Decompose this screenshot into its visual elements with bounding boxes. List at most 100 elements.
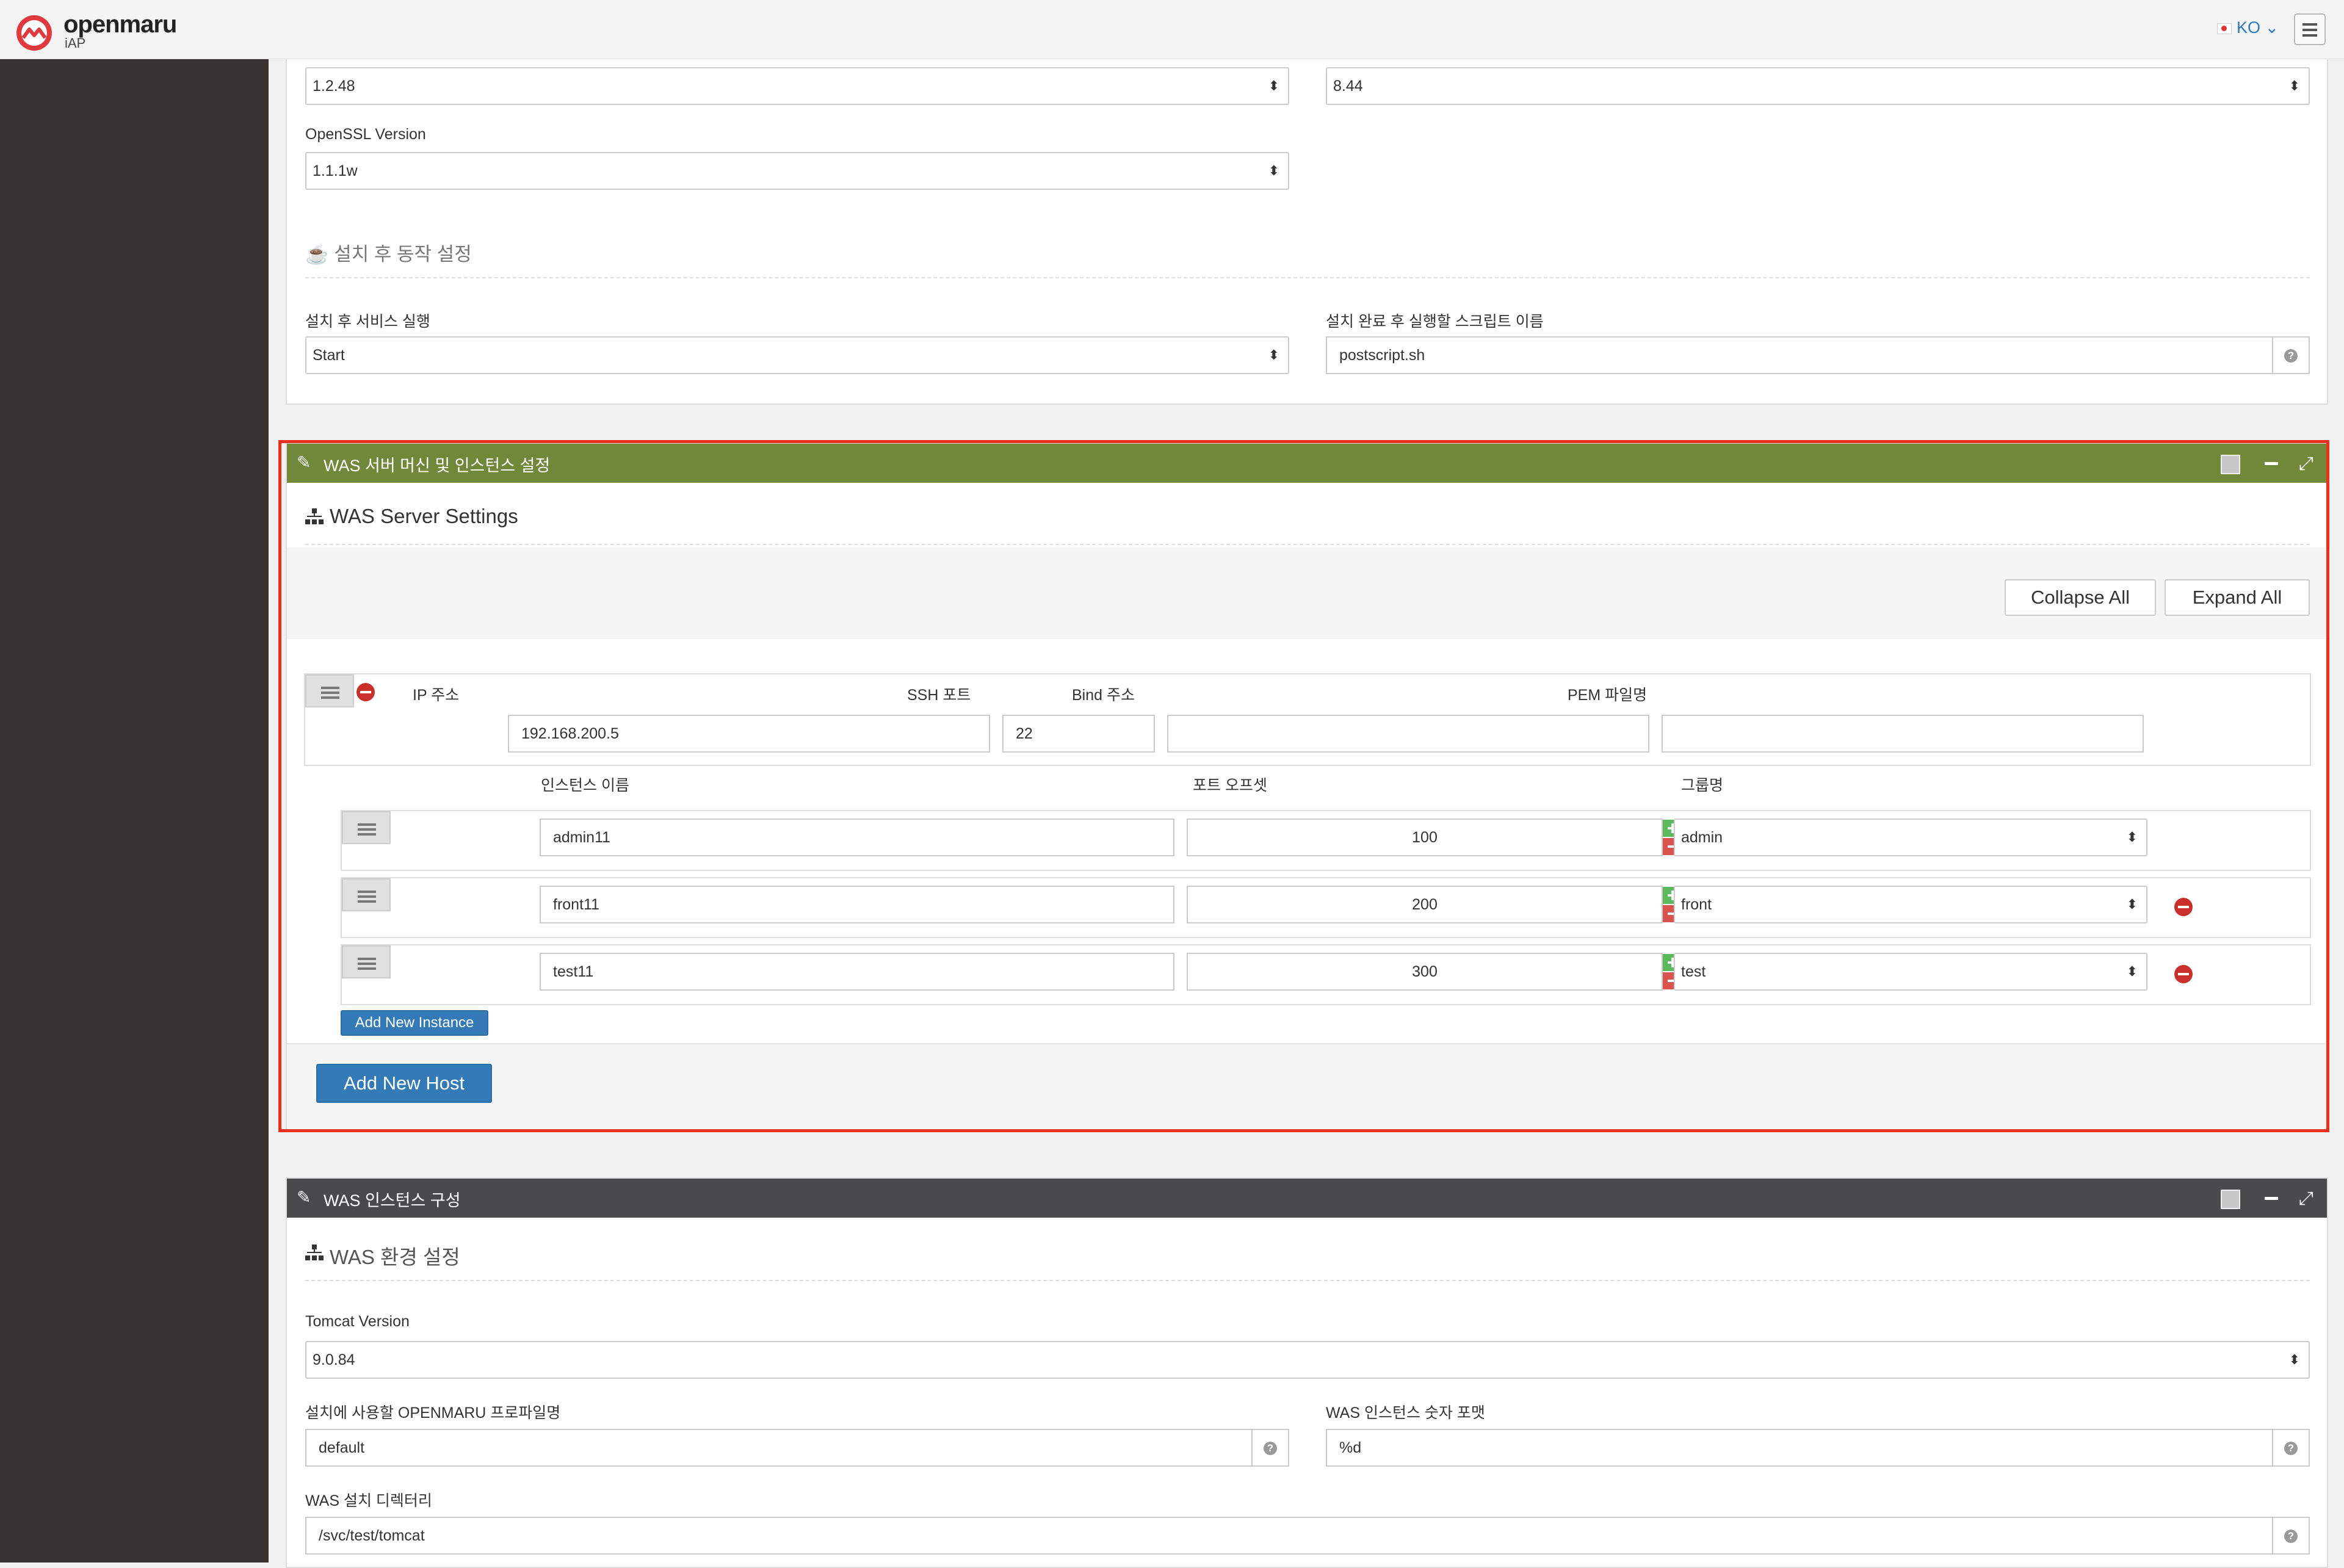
sidebar: [0, 59, 269, 1563]
drag-handle-icon: [358, 891, 376, 893]
instance-name-input[interactable]: admin11: [540, 818, 1174, 856]
updown-icon: ⬍: [2126, 897, 2138, 912]
was-server-panel: ✎ WAS 서버 머신 및 인스턴스 설정 ⤢ WAS Server Setti…: [286, 443, 2328, 1130]
port-offset-input[interactable]: 200: [1187, 886, 1663, 923]
sitemap-icon: [305, 508, 324, 524]
ssh-port-header: SSH 포트: [907, 687, 971, 704]
ip-address-header: IP 주소: [413, 687, 460, 704]
expand-icon[interactable]: ⤢: [2299, 1188, 2313, 1209]
instance-name-input[interactable]: test11: [540, 953, 1174, 991]
instance-name-header: 인스턴스 이름: [541, 777, 629, 794]
version-select-left[interactable]: 1.2.48 ⬍: [305, 67, 1289, 105]
was-instance-panel-header: ✎ WAS 인스턴스 구성 ⤢: [287, 1179, 2327, 1218]
script-name-label: 설치 완료 후 실행할 스크립트 이름: [1326, 313, 1544, 330]
sitemap-icon: [305, 1245, 324, 1260]
was-instance-panel-title: WAS 인스턴스 구성: [324, 1191, 461, 1210]
updown-icon: ⬍: [2288, 78, 2300, 93]
expand-all-button[interactable]: Expand All: [2165, 579, 2310, 616]
instance-row: test11 300 test ⬍: [341, 944, 2311, 1005]
group-select[interactable]: front ⬍: [1674, 886, 2147, 923]
host-drag-handle[interactable]: [305, 674, 354, 707]
language-selector[interactable]: KO ⌄: [2217, 18, 2279, 37]
host-row: IP 주소 SSH 포트 Bind 주소 PEM 파일명 192.168.200…: [304, 673, 2311, 766]
install-dir-input[interactable]: /svc/test/tomcat ?: [305, 1517, 2310, 1555]
remove-host-button[interactable]: [356, 683, 375, 701]
language-label: KO ⌄: [2237, 18, 2279, 37]
help-addon[interactable]: ?: [1251, 1430, 1288, 1465]
script-name-input[interactable]: postscript.sh ?: [1326, 336, 2310, 374]
question-icon: ?: [2284, 1442, 2298, 1456]
edit-icon: ✎: [297, 1188, 311, 1207]
add-new-host-button[interactable]: Add New Host: [316, 1064, 492, 1103]
tomcat-version-label: Tomcat Version: [305, 1313, 410, 1330]
add-new-instance-button[interactable]: Add New Instance: [341, 1010, 488, 1036]
port-offset-input[interactable]: 100: [1187, 818, 1663, 856]
openmaru-logo[interactable]: [15, 13, 54, 52]
brand-name: openmaru: [63, 11, 177, 38]
was-env-settings-title: WAS 환경 설정: [330, 1246, 460, 1268]
install-dir-label: WAS 설치 디렉터리: [305, 1492, 432, 1509]
section-divider: [305, 277, 2310, 278]
top-navbar: openmaru iAP KO ⌄: [0, 0, 2344, 59]
brand-subtitle: iAP: [65, 35, 86, 51]
color-toggle-button[interactable]: [2221, 455, 2240, 474]
updown-icon: ⬍: [1268, 347, 1279, 363]
remove-instance-button[interactable]: [2174, 965, 2193, 983]
port-offset-header: 포트 오프셋: [1193, 777, 1267, 794]
updown-icon: ⬍: [2126, 829, 2138, 845]
minimize-button[interactable]: [2265, 462, 2278, 465]
profile-name-label: 설치에 사용할 OPENMARU 프로파일명: [305, 1404, 561, 1422]
toolbar-well: [287, 547, 2327, 639]
minimize-button[interactable]: [2265, 1197, 2278, 1200]
remove-instance-button[interactable]: [2174, 898, 2193, 916]
hamburger-menu-button[interactable]: [2294, 13, 2326, 45]
menu-icon: [2302, 23, 2317, 26]
pem-file-input[interactable]: [1662, 715, 2144, 753]
version-select-right[interactable]: 8.44 ⬍: [1326, 67, 2310, 105]
expand-icon[interactable]: ⤢: [2299, 453, 2313, 474]
color-toggle-button[interactable]: [2221, 1190, 2240, 1209]
instance-drag-handle[interactable]: [342, 878, 391, 911]
edit-icon: ✎: [297, 453, 311, 472]
question-icon: ?: [2284, 1530, 2298, 1544]
updown-icon: ⬍: [2288, 1352, 2300, 1367]
group-select[interactable]: test ⬍: [1674, 953, 2147, 991]
instance-name-input[interactable]: front11: [540, 886, 1174, 923]
ssh-port-input[interactable]: 22: [1002, 715, 1155, 753]
pem-file-header: PEM 파일명: [1568, 687, 1648, 704]
section-divider: [305, 544, 2310, 545]
openssl-version-label: OpenSSL Version: [305, 126, 426, 143]
updown-icon: ⬍: [2126, 964, 2138, 979]
korea-flag-icon: [2217, 23, 2232, 34]
drag-handle-icon: [321, 687, 339, 689]
help-addon[interactable]: ?: [2272, 1430, 2309, 1465]
drag-handle-icon: [358, 958, 376, 960]
help-addon[interactable]: ?: [2272, 338, 2309, 373]
instance-row: front11 200 front ⬍: [341, 877, 2311, 938]
profile-name-input[interactable]: default ?: [305, 1429, 1289, 1467]
install-settings-panel: 1.2.48 ⬍ 8.44 ⬍ OpenSSL Version 1.1.1w ⬍ ☕ …: [286, 59, 2328, 405]
was-server-settings-title: WAS Server Settings: [330, 505, 518, 527]
was-instance-panel: ✎ WAS 인스턴스 구성 ⤢ WAS 환경 설정 Tomcat Version…: [286, 1177, 2328, 1568]
ip-address-input[interactable]: 192.168.200.5: [508, 715, 990, 753]
post-install-section-title: ☕ 설치 후 동작 설정: [305, 244, 472, 265]
service-run-select[interactable]: Start ⬍: [305, 336, 1289, 374]
number-format-label: WAS 인스턴스 숫자 포맷: [1326, 1404, 1485, 1422]
help-addon[interactable]: ?: [2272, 1518, 2309, 1553]
coffee-icon: ☕: [305, 244, 329, 265]
instance-drag-handle[interactable]: [342, 811, 391, 844]
instance-drag-handle[interactable]: [342, 945, 391, 978]
instance-row: admin11 100 admin ⬍: [341, 810, 2311, 871]
bind-address-header: Bind 주소: [1072, 687, 1135, 704]
tomcat-version-select[interactable]: 9.0.84 ⬍: [305, 1341, 2310, 1379]
number-format-input[interactable]: %d ?: [1326, 1429, 2310, 1467]
openssl-version-select[interactable]: 1.1.1w ⬍: [305, 152, 1289, 190]
collapse-all-button[interactable]: Collapse All: [2005, 579, 2156, 616]
bind-address-input[interactable]: [1167, 715, 1649, 753]
was-server-panel-title: WAS 서버 머신 및 인스턴스 설정: [324, 457, 551, 475]
drag-handle-icon: [358, 823, 376, 826]
group-select[interactable]: admin ⬍: [1674, 818, 2147, 856]
port-offset-input[interactable]: 300: [1187, 953, 1663, 991]
panel-footer: [287, 1043, 2327, 1130]
service-run-label: 설치 후 서비스 실행: [305, 313, 430, 330]
